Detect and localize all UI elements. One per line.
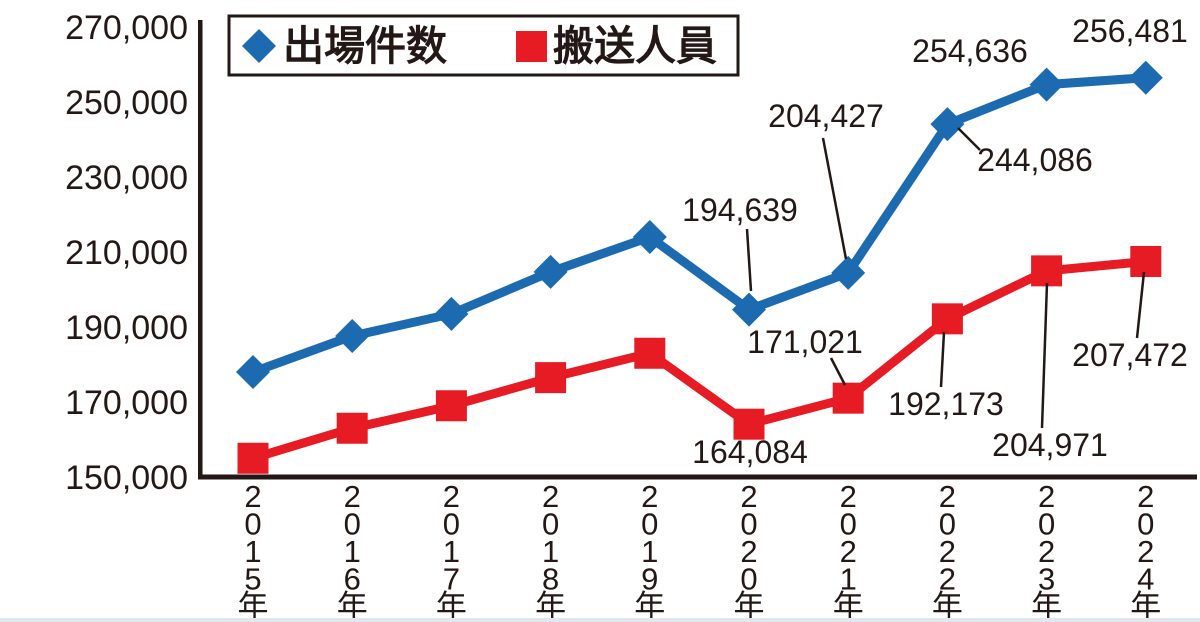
- data-point-transport-2023: [1031, 255, 1063, 287]
- data-label-transport-2024: 207,472: [1072, 337, 1188, 373]
- data-point-dispatch-2019: [632, 220, 667, 254]
- data-label-dispatch-2020: 194,639: [682, 192, 798, 228]
- y-axis-line: [198, 20, 203, 479]
- data-labels: 194,639 204,427 244,086 254,636 256,481 164,0…: [682, 13, 1188, 470]
- leader-line-dispatch-2020: [745, 228, 753, 292]
- data-point-dispatch-2023: [1029, 67, 1064, 102]
- legend-label-dispatch: 出場件数: [283, 23, 447, 69]
- data-point-dispatch-2017: [434, 296, 469, 331]
- data-label-transport-2020: 164,084: [692, 434, 808, 470]
- data-label-dispatch-2022: 244,086: [977, 142, 1093, 178]
- legend-box: [227, 14, 740, 77]
- legend-label-transport: 搬送人員: [553, 23, 717, 69]
- data-point-dispatch-2020: [732, 292, 766, 327]
- data-label-transport-2022: 192,173: [888, 386, 1004, 422]
- x-axis-line: [198, 474, 1197, 480]
- data-point-transport-2015: [237, 442, 269, 474]
- legend: 出場件数 搬送人員: [227, 14, 740, 77]
- leader-line-transport-2021: [829, 357, 847, 386]
- data-label-dispatch-2024: 256,481: [1072, 13, 1188, 49]
- data-point-dispatch-2021: [831, 255, 866, 290]
- data-point-transport-2016: [336, 412, 368, 444]
- data-point-dispatch-2015: [236, 355, 270, 389]
- y-tick-label-250000: 250,000: [65, 84, 188, 122]
- leader-line-transport-2024: [1135, 271, 1146, 339]
- leader-line-transport-2023: [1040, 282, 1049, 429]
- page-edge-artifact: [0, 618, 1200, 622]
- y-tick-label-210000: 210,000: [65, 234, 188, 272]
- y-tick-label-170000: 170,000: [65, 384, 188, 422]
- y-tick-label-230000: 230,000: [65, 159, 188, 197]
- data-point-transport-2017: [435, 390, 467, 422]
- data-point-dispatch-2024: [1128, 60, 1163, 95]
- leader-line-transport-2022: [939, 331, 946, 388]
- data-point-transport-2022: [931, 303, 963, 335]
- data-point-dispatch-2022: [930, 107, 965, 142]
- data-label-dispatch-2021: 204,427: [768, 98, 884, 134]
- y-tick-label-190000: 190,000: [65, 309, 188, 347]
- y-axis-tick-labels: 270,000 250,000 230,000 210,000 190,000 170,0…: [65, 9, 188, 497]
- y-tick-label-270000: 270,000: [65, 9, 188, 47]
- series-line-dispatch: [251, 73, 1147, 377]
- y-tick-label-150000: 150,000: [65, 459, 188, 497]
- data-point-transport-2020: [733, 408, 765, 440]
- data-point-transport-2018: [535, 362, 567, 394]
- data-label-transport-2021: 171,021: [747, 324, 863, 360]
- leader-line-dispatch-2022: [957, 127, 981, 151]
- leader-line-dispatch-2021: [821, 137, 848, 260]
- data-label-dispatch-2023: 254,636: [912, 33, 1028, 69]
- data-point-dispatch-2016: [335, 319, 370, 353]
- series-plot: [236, 60, 1163, 474]
- data-label-transport-2023: 204,971: [992, 427, 1108, 463]
- data-point-transport-2024: [1130, 245, 1162, 277]
- data-point-dispatch-2018: [533, 254, 568, 289]
- data-point-transport-2019: [634, 337, 666, 369]
- data-point-transport-2021: [832, 382, 864, 414]
- legend-square-icon: [516, 31, 547, 62]
- legend-diamond-icon: [242, 29, 276, 63]
- x-axis-tick-labels: 2 0 1 5 年 2 0 1 6 年 2 0 1 7 年 2 0 1 8 年 2 0 1 9 年 2 0 2 0 年 2 0 2 1 年 2 0 2 2 年…: [238, 479, 1162, 622]
- series-line-transport: [251, 256, 1147, 463]
